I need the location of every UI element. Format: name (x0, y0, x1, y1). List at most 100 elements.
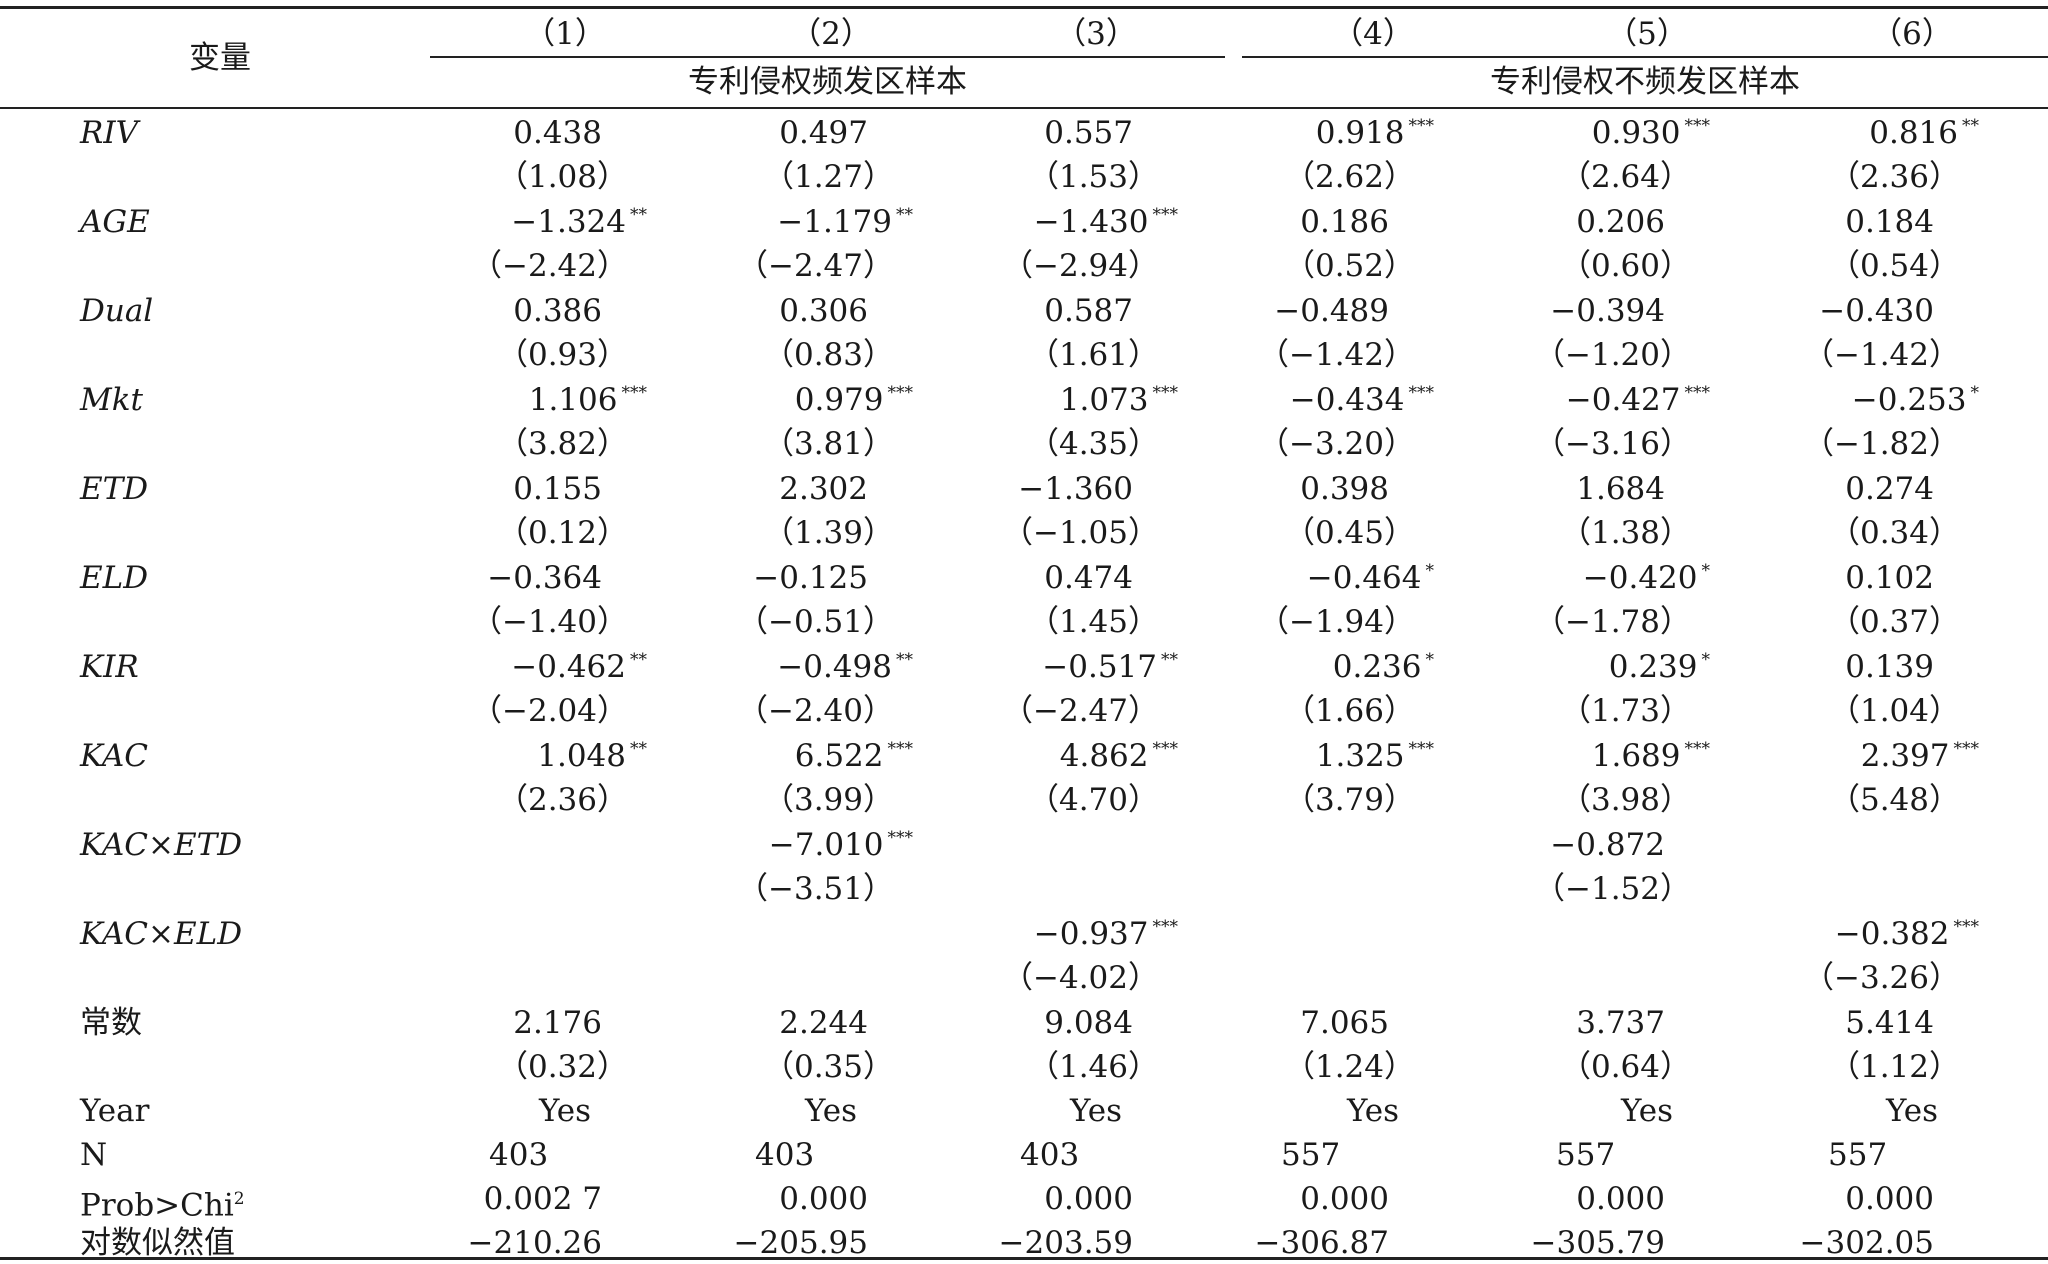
t-statistic-cell: （1.73） (1559, 693, 1691, 729)
significance-stars: *** (1152, 739, 1179, 759)
row-label: KAC×ELD (80, 916, 243, 952)
t-statistic-cell: （1.24） (1283, 1049, 1415, 1085)
coefficient-value: 0.587 (1044, 293, 1133, 329)
coefficient-value: 0.438 (513, 115, 602, 151)
t-statistic-cell: （1.08） (496, 159, 628, 195)
coefficient-value: 2.302 (779, 471, 868, 507)
row-label: Dual (80, 293, 154, 329)
coefficient-cell: 0.474 (1044, 558, 1133, 598)
loglik-row-value: −205.95 (733, 1225, 868, 1261)
group-left-label: 专利侵权频发区样本 (688, 64, 967, 100)
top-rule (0, 6, 2048, 9)
coefficient-cell: −0.427 *** (1566, 380, 1710, 425)
coefficient-value: −0.382 (1834, 916, 1950, 952)
coefficient-cell: 9.084 (1044, 1003, 1133, 1043)
prob-row-label-text: Prob>Chi (80, 1187, 234, 1224)
coefficient-value: −0.364 (487, 560, 602, 596)
coefficient-cell: 0.102 (1845, 558, 1934, 598)
coefficient-value: −0.394 (1550, 293, 1665, 329)
coefficient-value: 0.474 (1044, 560, 1133, 596)
t-statistic-cell: （4.35） (1027, 426, 1159, 462)
t-statistic-cell: （4.70） (1027, 782, 1159, 818)
significance-stars: ** (896, 205, 913, 225)
coefficient-cell: 1.689 *** (1592, 736, 1710, 781)
t-statistic-cell: （−3.51） (737, 871, 894, 907)
n-row-value: 403 (1020, 1137, 1080, 1173)
significance-stars: *** (1684, 739, 1711, 759)
coefficient-cell: 5.414 (1845, 1003, 1934, 1043)
n-row-label: N (80, 1135, 107, 1175)
coefficient-cell: −0.462 ** (511, 647, 647, 692)
coefficient-value: 1.073 (1059, 382, 1149, 418)
row-label: KAC (80, 738, 149, 774)
n-row-value: 403 (755, 1137, 815, 1173)
n-row-value: 557 (1556, 1137, 1616, 1173)
loglik-row-label: 对数似然值 (80, 1223, 235, 1263)
coefficient-value: 0.557 (1044, 115, 1133, 151)
coefficient-cell: 4.862 *** (1060, 736, 1178, 781)
coefficient-cell: 0.186 (1300, 202, 1389, 242)
significance-stars: ** (1962, 116, 1979, 136)
significance-stars: *** (1953, 739, 1980, 759)
t-statistic-cell: （0.52） (1283, 248, 1415, 284)
coefficient-cell: −1.430 *** (1034, 202, 1178, 247)
t-statistic-cell: （0.64） (1559, 1049, 1691, 1085)
t-statistic-cell: （0.93） (496, 337, 628, 373)
coefficient-cell: 0.979 *** (795, 380, 913, 425)
t-statistic-cell: （1.27） (762, 159, 894, 195)
t-statistic-cell: （1.66） (1283, 693, 1415, 729)
group-left-underline (430, 56, 1225, 58)
coefficient-cell: −0.434 *** (1290, 380, 1434, 425)
prob-row-value: 0.000 (1300, 1181, 1389, 1217)
t-statistic-cell: （0.37） (1828, 604, 1960, 640)
coefficient-cell: 6.522 *** (795, 736, 913, 781)
row-label: KAC×ETD (80, 827, 243, 863)
significance-stars: *** (887, 739, 914, 759)
prob-row-label: Prob>Chi2 (80, 1179, 245, 1225)
t-statistic-cell: （1.53） (1027, 159, 1159, 195)
t-statistic-cell: （3.99） (762, 782, 894, 818)
significance-stars: *** (1953, 917, 1980, 937)
header-rule (0, 107, 2048, 109)
coefficient-value: −1.430 (1033, 204, 1149, 240)
significance-stars: * (1425, 650, 1435, 670)
significance-stars: *** (1152, 383, 1179, 403)
t-statistic-cell: （1.38） (1559, 515, 1691, 551)
coefficient-cell: 1.048 ** (537, 736, 647, 781)
column-number-3: （3） (1055, 16, 1137, 52)
coefficient-value: 0.206 (1576, 204, 1665, 240)
coefficient-cell: 1.073 *** (1060, 380, 1178, 425)
n-row-label-text: N (80, 1137, 108, 1173)
coefficient-value: 0.398 (1300, 471, 1389, 507)
coefficient-cell: −0.872 (1550, 825, 1665, 865)
t-statistic-cell: （−2.42） (471, 248, 628, 284)
n-row-value: 403 (489, 1137, 549, 1173)
coefficient-value: 0.102 (1845, 560, 1934, 596)
coefficient-value: 4.862 (1059, 738, 1149, 774)
coefficient-value: 0.497 (779, 115, 868, 151)
coefficient-cell: 0.930 *** (1592, 113, 1710, 158)
significance-stars: * (1425, 561, 1435, 581)
t-statistic-cell: （1.61） (1027, 337, 1159, 373)
t-statistic-cell: （0.34） (1828, 515, 1960, 551)
prob-row-value: 0.000 (1044, 1181, 1133, 1217)
coefficient-value: 0.918 (1315, 115, 1405, 151)
coefficient-cell: 0.274 (1845, 469, 1934, 509)
t-statistic-cell: （1.04） (1828, 693, 1960, 729)
coefficient-cell: −1.360 (1018, 469, 1133, 509)
coefficient-cell: 0.206 (1576, 202, 1665, 242)
coefficient-value: −1.324 (511, 204, 626, 240)
t-statistic-cell: （−3.26） (1803, 960, 1960, 996)
coefficient-cell: −0.253 * (1852, 380, 1979, 425)
t-statistic-cell: （2.64） (1559, 159, 1691, 195)
coefficient-value: −0.462 (511, 649, 626, 685)
coefficient-cell: −0.489 (1274, 291, 1389, 331)
coefficient-cell: 1.684 (1576, 469, 1665, 509)
coefficient-value: −0.872 (1550, 827, 1665, 863)
coefficient-value: 6.522 (794, 738, 884, 774)
coefficient-value: 7.065 (1300, 1005, 1389, 1041)
coefficient-value: −7.010 (768, 827, 884, 863)
coefficient-value: −0.434 (1289, 382, 1405, 418)
coefficient-value: 1.325 (1315, 738, 1405, 774)
coefficient-value: −0.430 (1819, 293, 1934, 329)
